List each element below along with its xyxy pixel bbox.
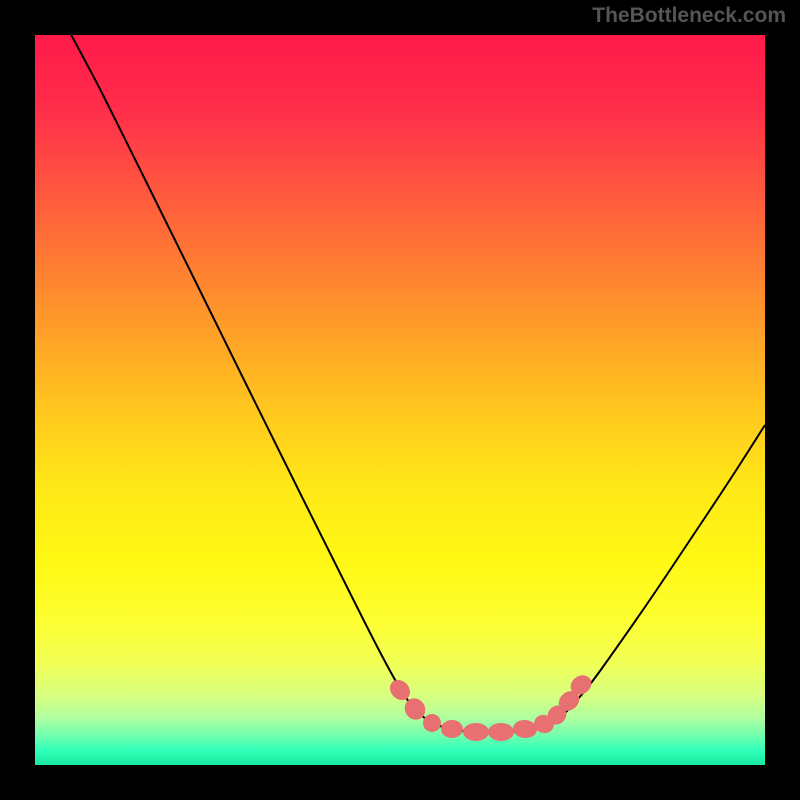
chart-container: TheBottleneck.com — [0, 0, 800, 800]
gradient-plot — [35, 35, 765, 765]
plot-svg — [35, 35, 765, 765]
watermark-text: TheBottleneck.com — [592, 4, 786, 28]
